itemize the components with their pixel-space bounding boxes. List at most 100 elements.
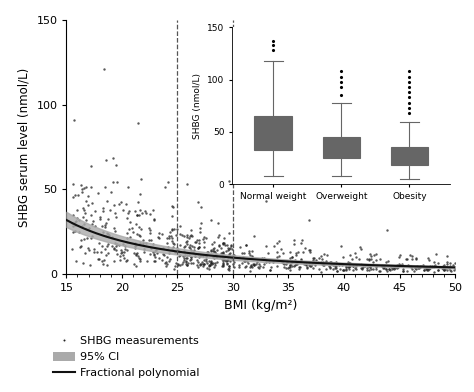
Point — [451, 264, 458, 270]
Point — [194, 245, 201, 251]
Point — [73, 207, 81, 213]
Point — [164, 244, 172, 250]
Point — [303, 264, 311, 270]
Point — [81, 185, 88, 191]
Point — [391, 264, 398, 270]
Point — [196, 261, 203, 268]
Point — [391, 265, 398, 271]
Point — [123, 257, 131, 263]
Point — [201, 256, 208, 263]
Point — [385, 266, 392, 272]
Point — [119, 241, 127, 247]
Point — [99, 261, 106, 267]
Point — [224, 266, 231, 272]
Point — [96, 216, 103, 222]
Point — [288, 258, 295, 264]
Point — [207, 259, 215, 265]
Point — [375, 268, 383, 274]
Point — [372, 257, 379, 263]
Point — [275, 238, 283, 244]
Point — [332, 265, 339, 271]
Point — [87, 163, 94, 169]
Point — [221, 241, 228, 248]
Point — [312, 257, 320, 263]
Point — [284, 265, 292, 271]
Point — [228, 254, 236, 261]
Point — [382, 266, 389, 272]
Point — [171, 266, 178, 272]
Point — [247, 263, 255, 269]
Point — [110, 245, 118, 252]
Point — [96, 256, 103, 262]
Point — [367, 253, 375, 260]
Point — [94, 256, 102, 262]
Point — [169, 243, 177, 250]
Point — [292, 261, 300, 267]
Point — [430, 259, 438, 265]
Point — [302, 261, 310, 267]
Point — [305, 259, 313, 265]
Point — [310, 265, 317, 271]
Point — [194, 245, 202, 251]
Point — [83, 235, 91, 241]
Point — [91, 208, 99, 214]
Point — [224, 244, 232, 250]
Point — [219, 240, 227, 246]
Point — [182, 261, 190, 267]
Point — [353, 262, 360, 268]
Point — [80, 236, 88, 242]
Point — [196, 225, 204, 232]
Point — [311, 262, 319, 268]
Point — [112, 247, 120, 253]
Point — [80, 221, 88, 227]
Point — [273, 240, 281, 246]
Point — [180, 247, 188, 254]
Point — [428, 264, 436, 270]
Point — [123, 239, 131, 245]
Point — [123, 235, 130, 241]
Point — [349, 263, 357, 269]
Point — [370, 259, 377, 265]
Point — [215, 242, 223, 249]
Point — [327, 259, 335, 265]
Point — [174, 261, 182, 268]
Point — [246, 250, 253, 256]
Point — [250, 233, 258, 239]
Point — [226, 245, 233, 251]
Point — [100, 65, 107, 72]
Point — [403, 268, 411, 274]
Point — [104, 250, 112, 256]
Point — [78, 223, 86, 229]
Point — [183, 252, 191, 258]
Point — [289, 254, 296, 260]
Point — [305, 217, 312, 223]
Point — [279, 260, 287, 266]
Point — [286, 255, 294, 261]
Point — [378, 262, 386, 268]
Point — [318, 261, 326, 267]
Point — [319, 261, 327, 268]
Point — [82, 250, 89, 256]
Point — [273, 249, 281, 256]
Point — [254, 259, 261, 265]
Point — [139, 240, 146, 246]
Point — [102, 252, 109, 258]
Point — [166, 229, 174, 235]
Point — [207, 247, 214, 253]
Point — [187, 254, 195, 260]
Point — [426, 265, 434, 271]
Point — [249, 254, 256, 260]
Point — [336, 266, 344, 272]
Point — [255, 261, 263, 267]
Point — [70, 116, 78, 123]
Point — [425, 255, 432, 261]
Point — [361, 263, 369, 269]
Point — [220, 251, 228, 258]
Point — [94, 189, 102, 196]
Point — [200, 260, 208, 267]
Point — [293, 261, 301, 267]
Point — [286, 267, 293, 273]
Point — [330, 260, 337, 266]
Point — [415, 265, 423, 271]
Point — [132, 250, 139, 257]
